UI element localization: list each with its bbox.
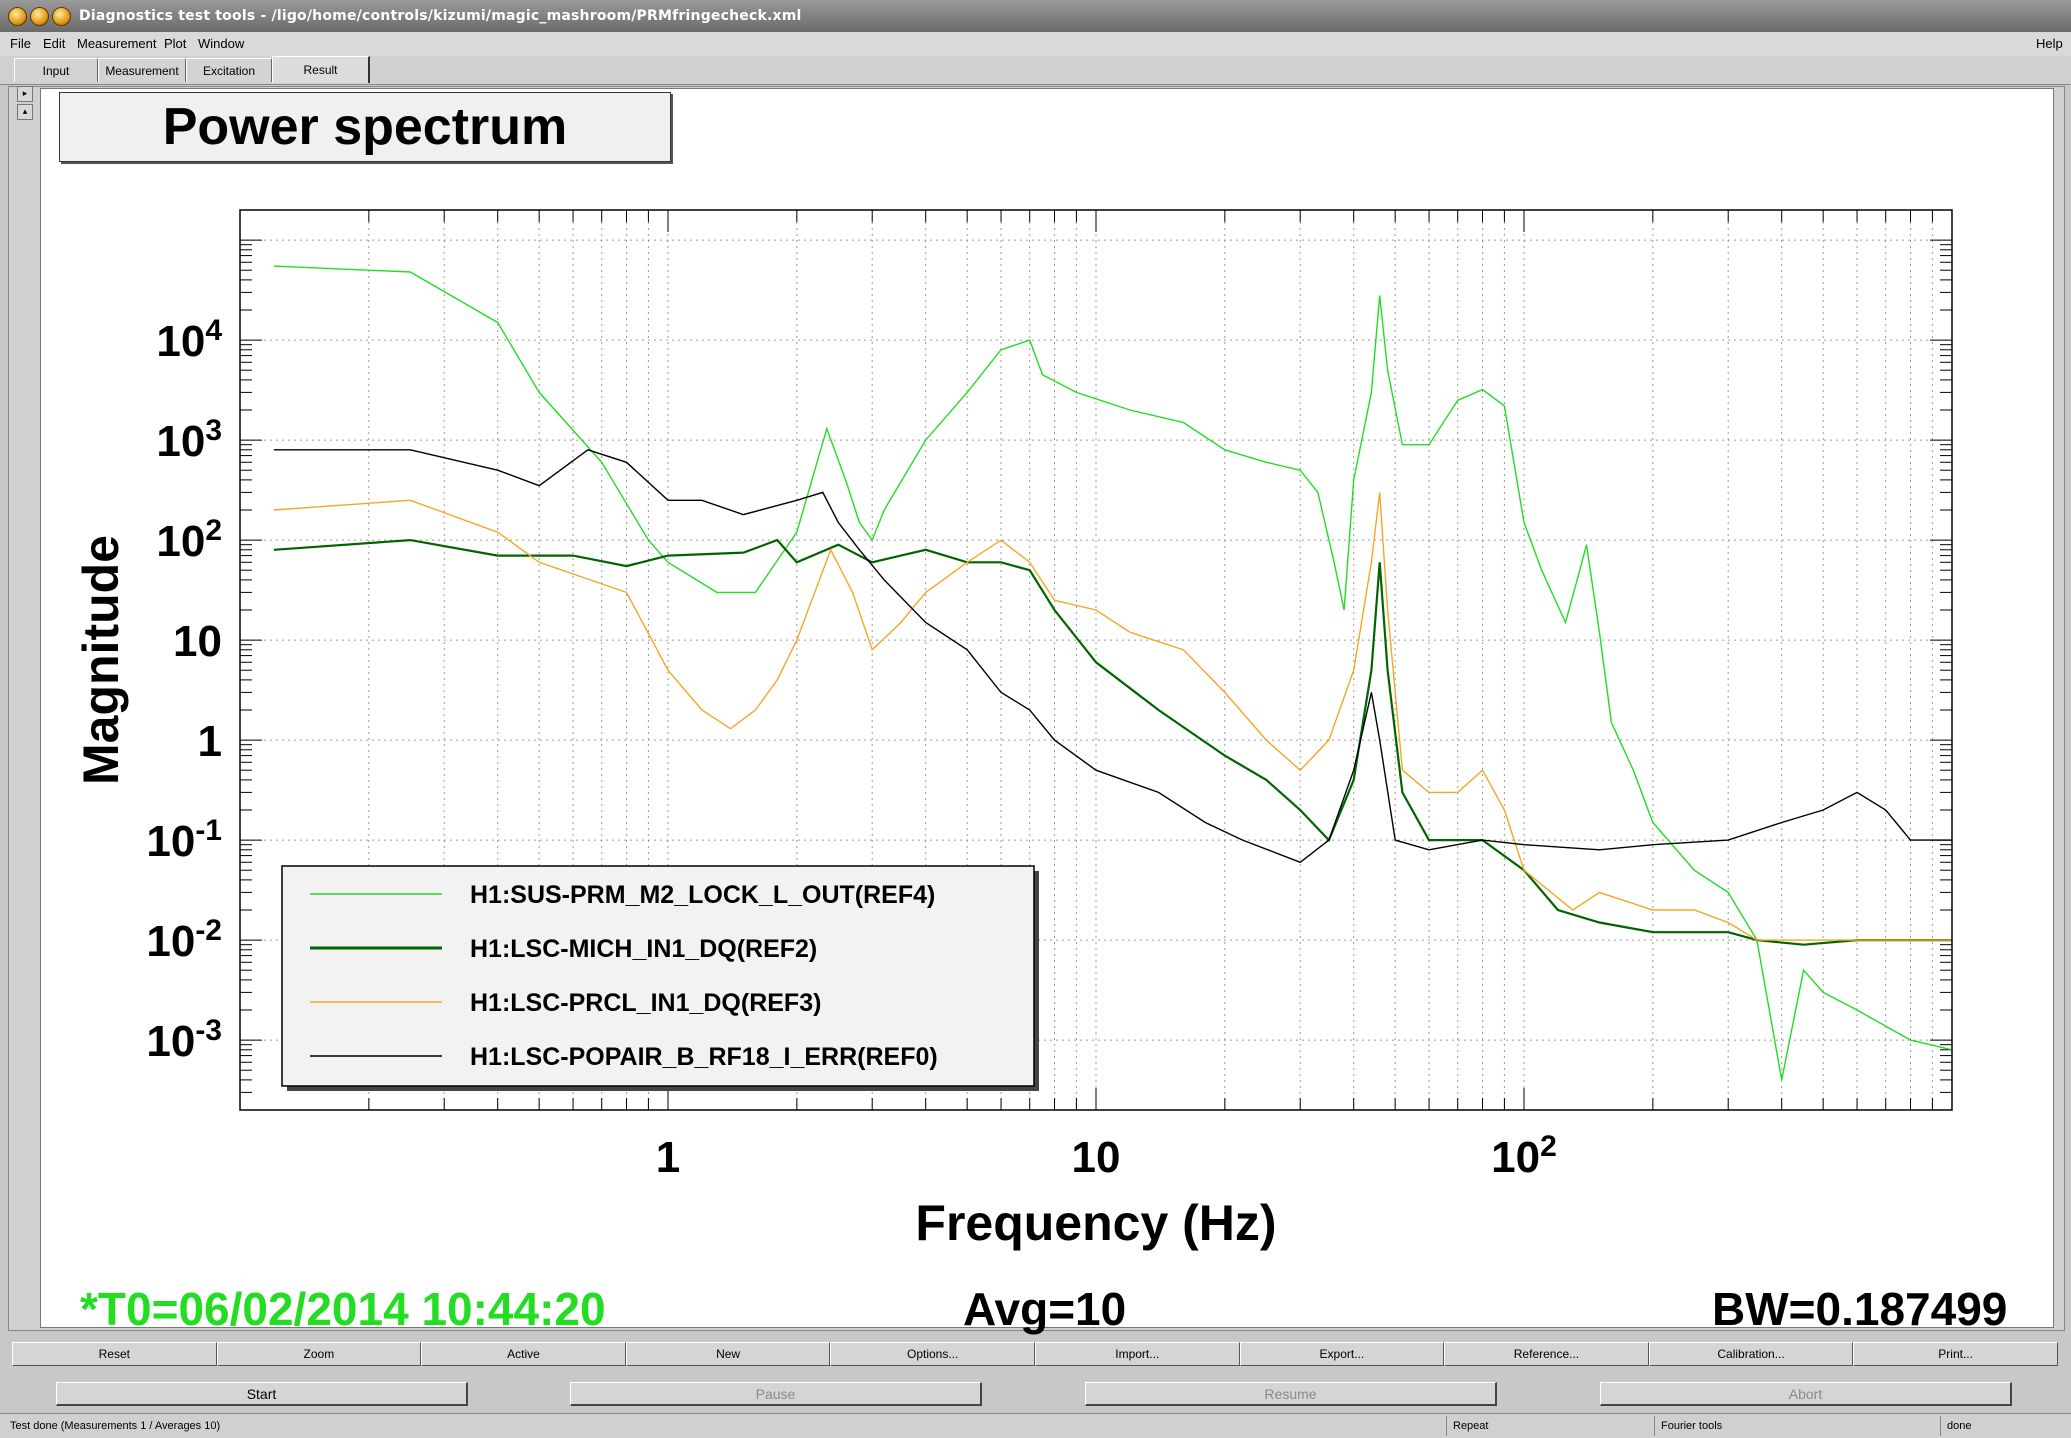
calibration-button[interactable]: Calibration... (1648, 1342, 1854, 1366)
y-tick-label: 1 (198, 717, 222, 766)
x-tick-label: 1 (656, 1133, 680, 1182)
legend-entry: H1:LSC-MICH_IN1_DQ(REF2) (470, 935, 817, 963)
plot-canvas[interactable] (40, 88, 2054, 1328)
import-button[interactable]: Import... (1034, 1342, 1240, 1366)
legend-entry: H1:SUS-PRM_M2_LOCK_L_OUT(REF4) (470, 881, 935, 909)
y-tick-label: 103 (156, 414, 222, 467)
legend-entry: H1:LSC-PRCL_IN1_DQ(REF3) (470, 989, 821, 1017)
reference-button[interactable]: Reference... (1444, 1342, 1649, 1366)
window-title: Diagnostics test tools - /ligo/home/cont… (79, 8, 802, 24)
menu-edit[interactable]: Edit (43, 36, 66, 51)
status-bar: Test done (Measurements 1 / Averages 10)… (0, 1413, 2071, 1438)
plot-title: Power spectrum (59, 92, 671, 162)
y-tick-label: 104 (156, 314, 222, 367)
maximize-window-icon[interactable] (52, 6, 71, 26)
series-line (273, 538, 1952, 946)
y-axis-label: Magnitude (73, 535, 129, 785)
legend-box (281, 865, 1035, 1087)
export-button[interactable]: Export... (1239, 1342, 1445, 1366)
panel-expand-icon[interactable]: ▸ (17, 86, 33, 102)
status-repeat: Repeat (1446, 1416, 1488, 1436)
print-button[interactable]: Print... (1853, 1342, 2058, 1366)
new-button[interactable]: New (625, 1342, 831, 1366)
series-line (273, 449, 1952, 864)
x-tick-label: 10 (1072, 1133, 1121, 1182)
t0-timestamp: *T0=06/02/2014 10:44:20 (80, 1283, 606, 1335)
average-count: Avg=10 (963, 1283, 1127, 1335)
minimize-window-icon[interactable] (30, 6, 49, 26)
menu-measurement[interactable]: Measurement (77, 36, 157, 51)
zoom-button[interactable]: Zoom (216, 1342, 422, 1366)
y-tick-label: 10-1 (146, 814, 222, 867)
menu-window[interactable]: Window (198, 36, 245, 51)
y-tick-label: 102 (156, 514, 222, 567)
y-tick-label: 10-2 (146, 914, 222, 967)
y-tick-label: 10-3 (146, 1014, 222, 1067)
options-button[interactable]: Options... (830, 1342, 1035, 1366)
window-title-bar: Diagnostics test tools - /ligo/home/cont… (0, 0, 2071, 33)
menu-help[interactable]: Help (2036, 36, 2063, 51)
status-message: Test done (Measurements 1 / Averages 10) (10, 1420, 221, 1432)
reset-button[interactable]: Reset (12, 1342, 217, 1366)
tab-excitation[interactable]: Excitation (186, 58, 272, 82)
start-button[interactable]: Start (56, 1382, 468, 1406)
active-button[interactable]: Active (421, 1342, 626, 1366)
series-line (273, 265, 1952, 1081)
tab-result[interactable]: Result (272, 56, 370, 83)
tab-bar: Input Measurement Excitation Result (0, 56, 2071, 85)
pause-button[interactable]: Pause (570, 1382, 982, 1406)
menu-file[interactable]: File (10, 36, 31, 51)
power-spectrum-chart[interactable]: 1 10 102 10-3 10-2 10-1 1 10 102 103 104 Frequency … (0, 0, 2071, 1340)
close-window-icon[interactable] (8, 6, 27, 26)
status-fourier-tools: Fourier tools (1654, 1416, 1722, 1436)
menu-bar: File Edit Measurement Plot Window Help (0, 32, 2071, 57)
bandwidth-value: BW=0.187499 (1712, 1283, 2008, 1335)
plot-frame (239, 209, 1953, 1111)
resume-button[interactable]: Resume (1085, 1382, 1497, 1406)
tab-input[interactable]: Input (14, 58, 98, 82)
series-group (273, 265, 1952, 1081)
status-state: done (1940, 1416, 1971, 1436)
legend-entry: H1:LSC-POPAIR_B_RF18_I_ERR(REF0) (470, 1043, 938, 1071)
series-line (273, 492, 1952, 941)
plot-toolbar: Reset Zoom Active New Options... Import.… (12, 1342, 2058, 1368)
x-axis-label: Frequency (Hz) (915, 1195, 1276, 1251)
y-tick-label: 10 (173, 617, 222, 666)
x-tick-label: 102 (1491, 1130, 1557, 1183)
tab-measurement[interactable]: Measurement (98, 58, 186, 82)
abort-button[interactable]: Abort (1600, 1382, 2012, 1406)
menu-plot[interactable]: Plot (164, 36, 187, 51)
panel-collapse-icon[interactable]: ▴ (17, 104, 33, 120)
